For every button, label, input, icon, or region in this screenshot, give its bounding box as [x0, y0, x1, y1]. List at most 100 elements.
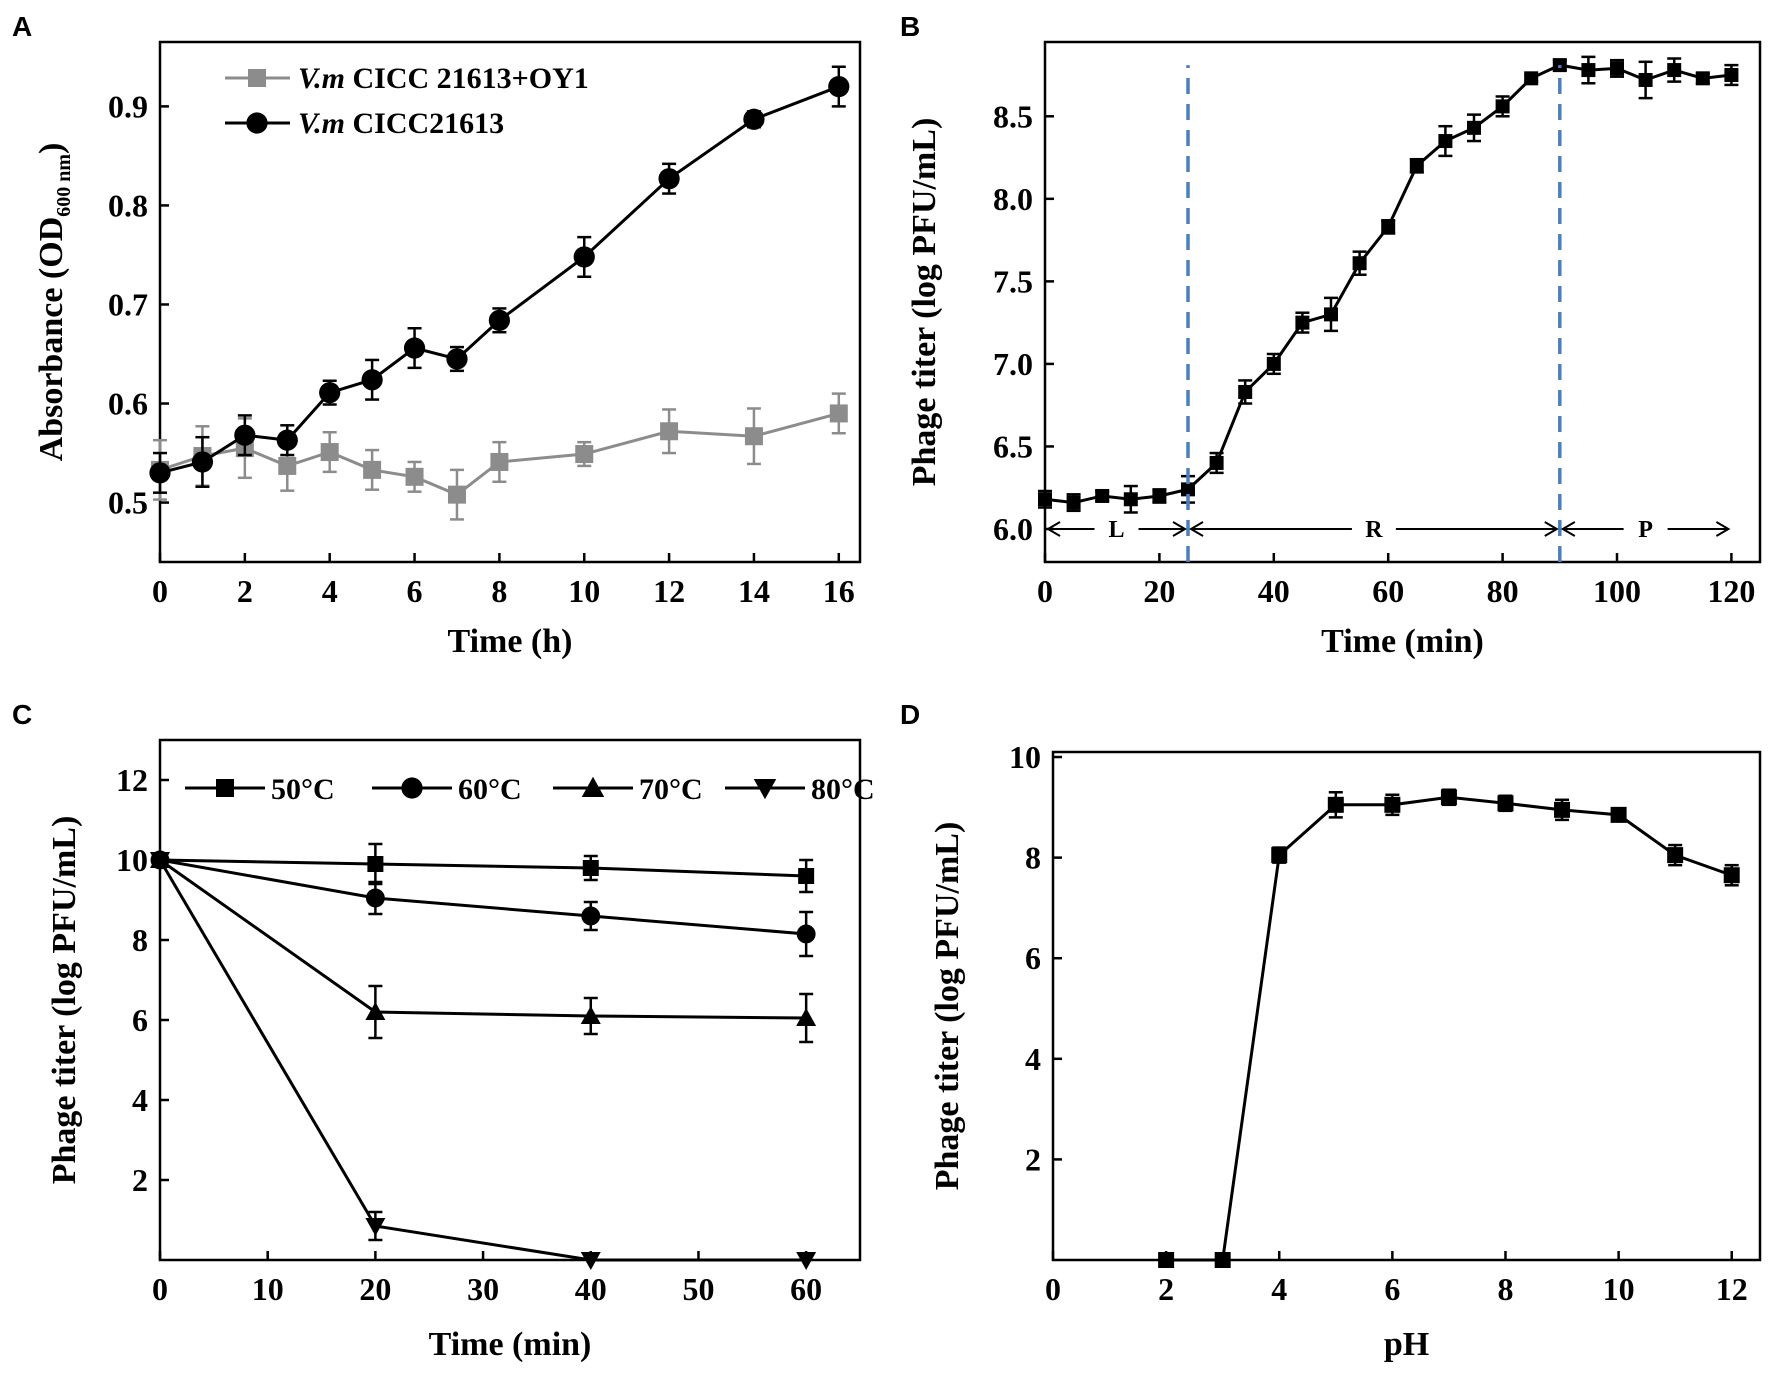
legend-label-a-0: V.m CICC 21613+OY1 — [298, 62, 589, 95]
data-point-c-3-2 — [580, 1252, 601, 1270]
y-axis-title-subscript: 600 nm — [53, 154, 75, 217]
legend-label-c-1: 60°C — [458, 773, 522, 806]
series-c-0 — [152, 842, 815, 894]
data-point-a-0-9 — [575, 445, 594, 464]
x-tick-label-a-5: 10 — [568, 573, 600, 609]
data-point-d-0-6 — [1497, 795, 1514, 812]
data-point-b-0-0 — [1038, 492, 1052, 507]
data-point-b-0-3 — [1123, 492, 1138, 507]
legend-label-italic: V.m — [298, 107, 345, 140]
data-point-a-1-10 — [658, 168, 680, 190]
series-b-0 — [1038, 55, 1739, 514]
x-tick-label-b-0: 0 — [1037, 573, 1053, 609]
legend-label-italic: V.m — [298, 62, 345, 95]
x-axis-title-c: Time (min) — [429, 1326, 592, 1363]
data-point-a-0-10 — [660, 422, 679, 441]
y-axis-title-a: Absorbance (OD600 nm) — [33, 143, 75, 462]
y-tick-label-d-2: 6 — [1025, 940, 1041, 976]
phase-arrowhead-left-2 — [1560, 521, 1576, 537]
x-tick-label-c-4: 40 — [575, 1271, 607, 1307]
legend-label-a-1: V.m CICC21613 — [298, 107, 504, 140]
y-tick-label-c-5: 12 — [116, 762, 148, 798]
phase-label-l: L — [1108, 517, 1124, 543]
data-point-c-3-0 — [150, 852, 170, 870]
x-tick-label-d-1: 2 — [1158, 1271, 1174, 1307]
legend-marker-c-1 — [401, 777, 423, 799]
data-point-a-0-12 — [829, 404, 848, 423]
data-point-b-0-20 — [1610, 61, 1624, 76]
data-point-d-0-0 — [1158, 1252, 1175, 1268]
data-point-b-0-23 — [1695, 71, 1710, 86]
panel-letter-a: A — [12, 11, 32, 42]
y-axis-title-main: Absorbance (OD — [33, 217, 70, 462]
data-point-d-0-5 — [1440, 789, 1457, 806]
chart-panel-d: 0 2 4 6 8 10 12 2 4 6 8 10 pH Phage titer (log PFU/mL… — [929, 739, 1762, 1363]
y-axis-title-d: Phage titer (log PFU/mL) — [929, 822, 966, 1191]
x-axis-title-b: Time (min) — [1321, 623, 1484, 660]
x-tick-label-a-3: 6 — [407, 573, 423, 609]
x-tick-label-b-3: 60 — [1372, 573, 1404, 609]
data-point-b-0-7 — [1238, 384, 1253, 399]
data-point-a-1-11 — [743, 108, 765, 130]
data-point-a-0-5 — [363, 460, 382, 479]
x-axis-title-a: Time (h) — [448, 623, 573, 660]
legend-label-rest: CICC 21613+OY1 — [345, 62, 589, 95]
legend-marker-c-0 — [216, 779, 234, 797]
phase-arrowhead-right-1 — [1544, 521, 1559, 537]
data-point-c-0-3 — [798, 868, 815, 884]
data-point-c-3-3 — [796, 1252, 817, 1270]
plot-frame-d — [1051, 750, 1762, 1262]
y-axis-title-end: ) — [33, 143, 70, 154]
series-c-3 — [150, 852, 817, 1270]
series-line-a-1 — [159, 85, 840, 475]
data-point-b-0-10 — [1324, 307, 1338, 322]
legend-label-c-2: 70°C — [639, 773, 703, 806]
data-point-b-0-5 — [1181, 482, 1195, 497]
x-tick-label-a-2: 4 — [322, 573, 338, 609]
data-point-b-0-21 — [1638, 72, 1653, 87]
data-point-b-0-19 — [1581, 63, 1596, 78]
plot-frame-b — [1043, 40, 1762, 564]
data-point-d-0-3 — [1327, 796, 1344, 813]
series-line-b-0 — [1044, 63, 1732, 505]
x-tick-label-a-0: 0 — [152, 573, 168, 609]
data-point-d-0-8 — [1610, 806, 1627, 823]
data-point-a-0-11 — [744, 427, 763, 446]
data-point-b-0-22 — [1667, 63, 1682, 78]
y-tick-label-b-5: 8.5 — [993, 98, 1033, 134]
y-tick-label-a-3: 0.8 — [108, 187, 148, 223]
plot-frame-a — [158, 40, 862, 564]
data-point-a-0-4 — [320, 443, 339, 462]
data-point-a-0-7 — [447, 485, 466, 504]
data-point-a-1-6 — [403, 337, 426, 359]
data-point-a-1-5 — [361, 369, 383, 391]
x-tick-label-a-7: 14 — [738, 573, 770, 609]
data-point-a-1-2 — [234, 424, 256, 446]
y-tick-label-c-0: 2 — [132, 1162, 148, 1198]
data-point-b-0-15 — [1467, 120, 1481, 135]
x-tick-label-b-6: 120 — [1707, 573, 1755, 609]
y-tick-label-a-4: 0.9 — [108, 88, 148, 124]
data-point-b-0-4 — [1152, 488, 1167, 503]
y-tick-label-d-1: 4 — [1025, 1041, 1041, 1077]
y-tick-label-c-4: 10 — [116, 842, 148, 878]
data-point-a-1-8 — [488, 309, 511, 331]
data-point-b-0-24 — [1724, 68, 1739, 83]
phase-arrowhead-left-1 — [1189, 521, 1204, 537]
x-tick-label-c-6: 60 — [790, 1271, 822, 1307]
y-tick-label-b-0: 6.0 — [993, 511, 1033, 547]
data-point-a-1-9 — [573, 246, 595, 268]
data-point-a-0-6 — [405, 467, 424, 486]
data-point-d-0-1 — [1214, 1252, 1231, 1268]
phase-arrowhead-right-2 — [1715, 521, 1731, 537]
data-point-a-1-4 — [319, 382, 341, 404]
legend-marker-a-0 — [248, 69, 266, 87]
phase-label-r: R — [1365, 517, 1383, 543]
x-tick-label-c-3: 30 — [467, 1271, 499, 1307]
x-tick-label-b-1: 20 — [1143, 573, 1175, 609]
data-point-c-2-1 — [365, 1002, 386, 1020]
x-tick-label-a-4: 8 — [491, 573, 507, 609]
x-tick-label-a-8: 16 — [823, 573, 855, 609]
x-tick-label-b-2: 40 — [1258, 573, 1290, 609]
y-tick-label-b-4: 8.0 — [993, 181, 1033, 217]
